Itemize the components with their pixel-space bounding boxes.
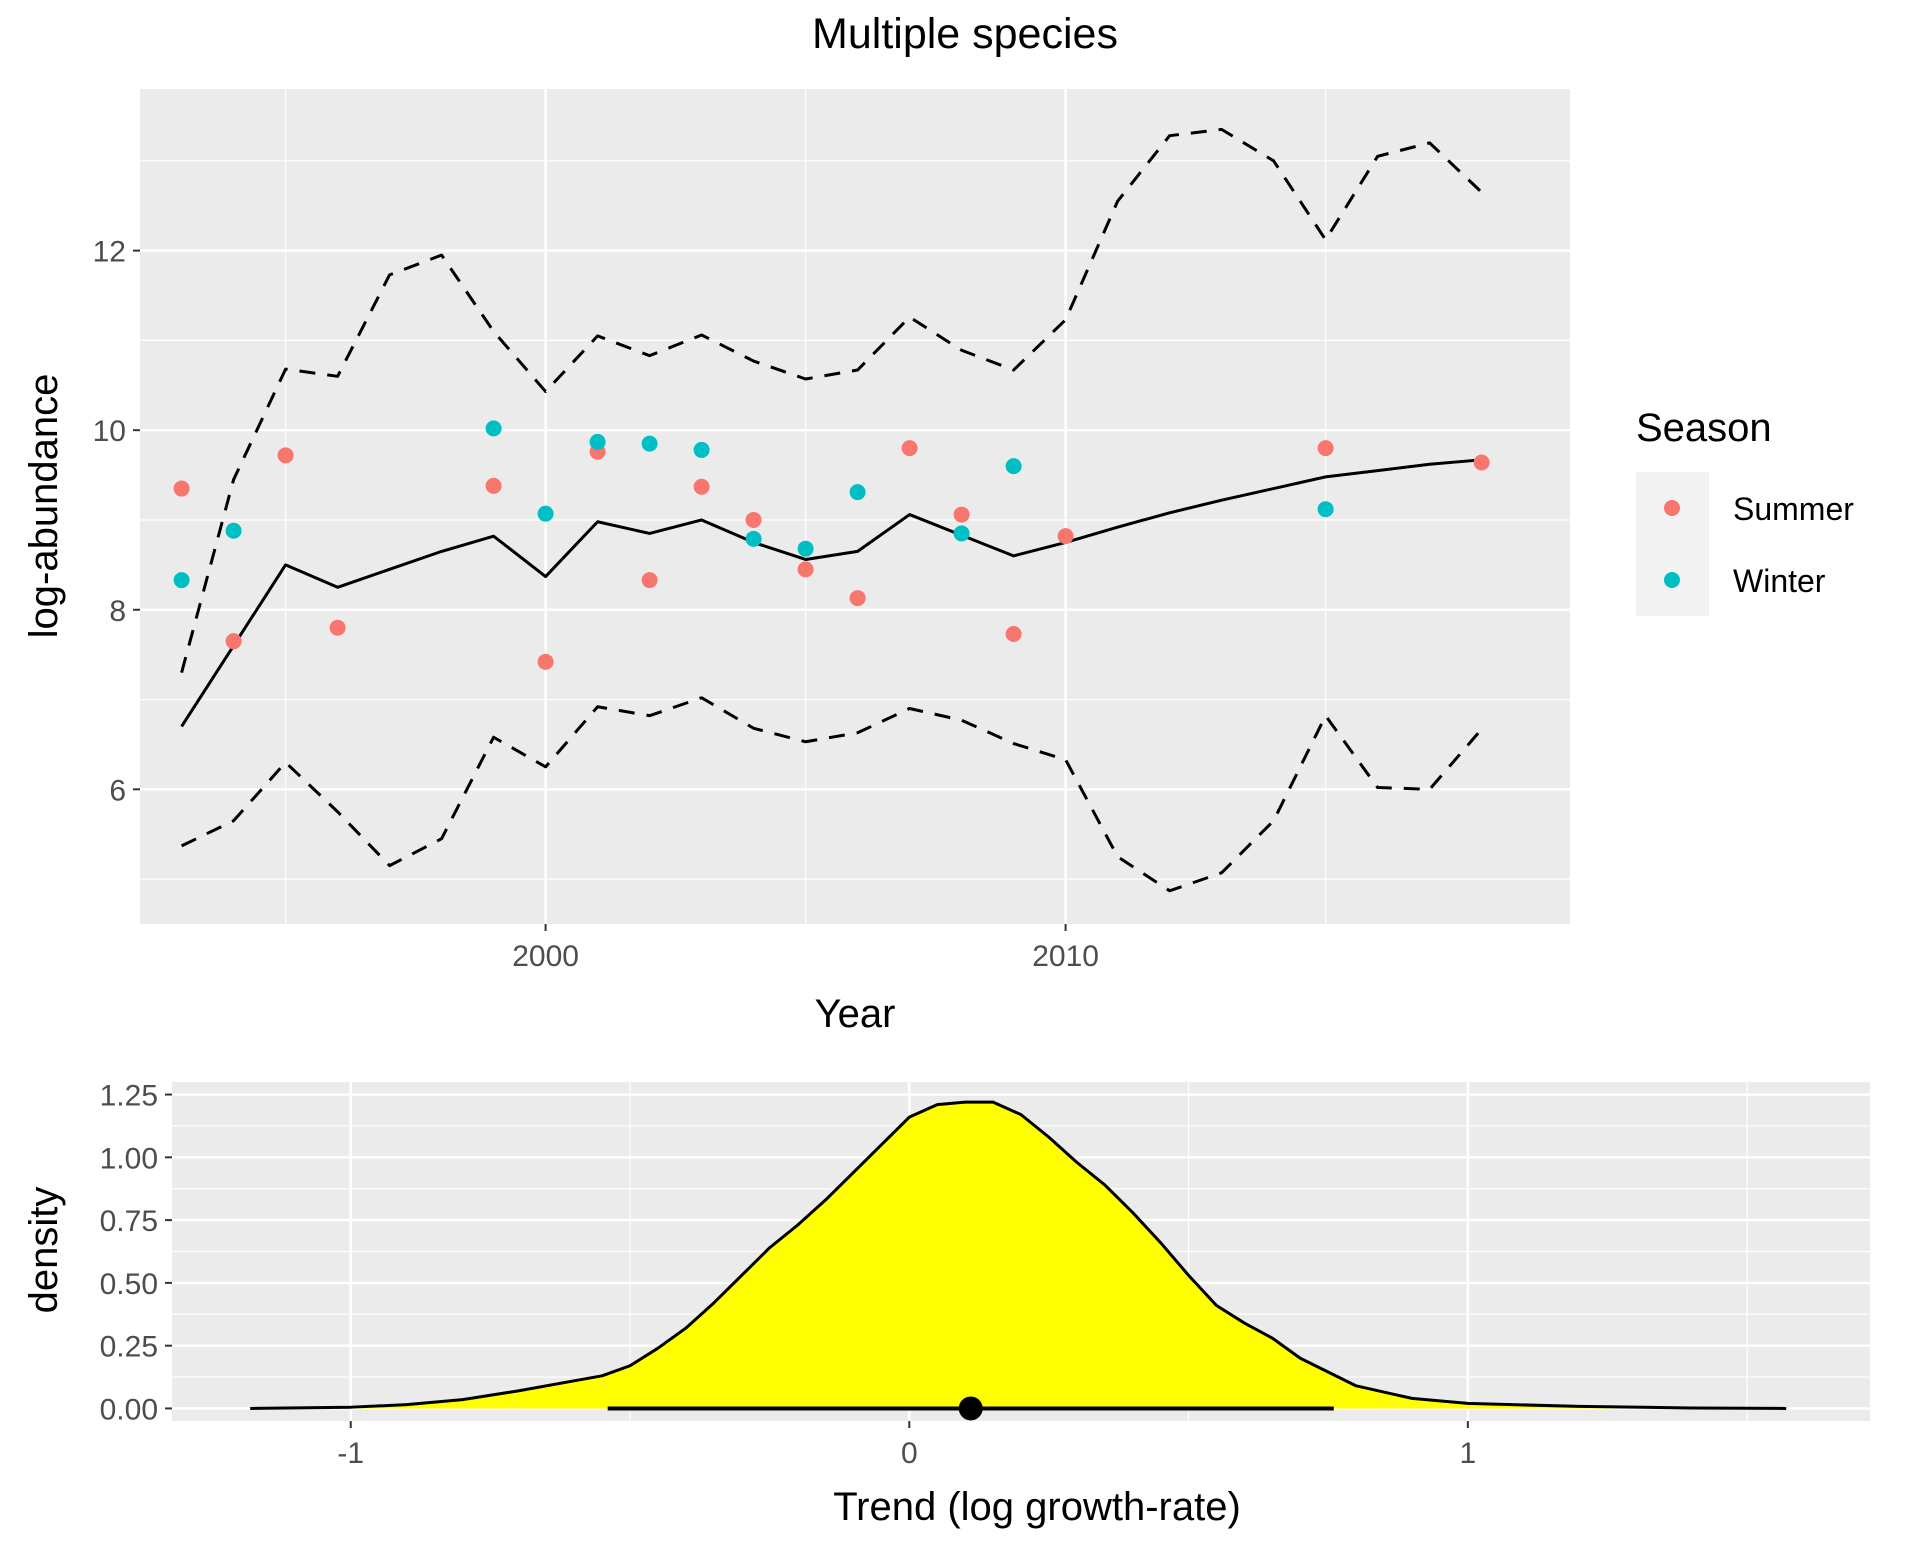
point-summer [173, 480, 190, 497]
point-winter [745, 530, 762, 547]
point-summer [277, 447, 294, 464]
point-winter [537, 505, 554, 522]
point-winter [173, 572, 190, 589]
point-summer [329, 619, 346, 636]
x-tick-label: 0 [901, 1437, 918, 1470]
y-axis-title: log-abundance [22, 374, 66, 639]
point-summer [745, 511, 762, 528]
density-y-axis-title: density [22, 1187, 66, 1314]
point-summer [1057, 528, 1074, 545]
y-tick-label: 0.25 [100, 1331, 158, 1364]
y-tick-label: 0.00 [100, 1393, 158, 1426]
trend-line [180, 458, 1482, 728]
point-winter [953, 525, 970, 542]
point-winter [797, 540, 814, 557]
point-estimate [958, 1396, 983, 1421]
point-summer [485, 477, 502, 494]
point-summer [1005, 625, 1022, 642]
interval-line [180, 127, 1483, 673]
density-fill [250, 1102, 1787, 1409]
point-summer [1317, 440, 1334, 457]
y-tick-label: 10 [93, 415, 126, 448]
y-tick-label: 6 [109, 774, 126, 807]
abundance-y-axis: 6 8 10 12 [93, 236, 140, 807]
legend-marker-winter [1664, 572, 1680, 588]
point-winter [589, 433, 606, 450]
density-area [250, 1100, 1787, 1421]
legend-label-winter: Winter [1733, 563, 1826, 599]
abundance-gridlines [140, 89, 1570, 924]
abundance-x-axis: 2000 2010 [512, 924, 1099, 973]
legend-label-summer: Summer [1733, 491, 1854, 527]
point-summer [1473, 454, 1490, 471]
chart-title: Multiple species [812, 10, 1118, 58]
legend-title: Season [1636, 406, 1772, 450]
x-tick-label: 2000 [512, 940, 579, 973]
y-tick-label: 0.75 [100, 1205, 158, 1238]
point-winter [225, 522, 242, 539]
legend-marker-summer [1664, 500, 1680, 516]
point-summer [641, 572, 658, 589]
legend: Season Summer Winter [1636, 406, 1854, 616]
point-winter [1005, 458, 1022, 475]
point-summer [537, 653, 554, 670]
point-summer [225, 633, 242, 650]
point-winter [641, 435, 658, 452]
density-x-axis: -1 0 1 [337, 1421, 1476, 1470]
y-tick-label: 1.25 [100, 1080, 158, 1113]
point-summer [797, 561, 814, 578]
y-tick-label: 8 [109, 595, 126, 628]
y-tick-label: 12 [93, 236, 126, 269]
abundance-lines [180, 127, 1483, 893]
x-axis-title: Year [815, 992, 896, 1036]
point-summer [901, 440, 918, 457]
point-winter [693, 441, 710, 458]
point-winter [1317, 501, 1334, 518]
point-summer [849, 590, 866, 607]
x-tick-label: 1 [1459, 1437, 1476, 1470]
abundance-points [173, 420, 1490, 670]
abundance-panel [140, 89, 1570, 924]
density-outline [250, 1100, 1787, 1410]
x-tick-label: -1 [337, 1437, 364, 1470]
interval-line [180, 696, 1483, 893]
y-tick-label: 1.00 [100, 1142, 158, 1175]
point-summer [693, 478, 710, 495]
density-y-axis: 0.00 0.25 0.50 0.75 1.00 1.25 [100, 1080, 172, 1426]
y-tick-label: 0.50 [100, 1268, 158, 1301]
point-winter [849, 484, 866, 501]
density-x-axis-title: Trend (log growth-rate) [833, 1485, 1241, 1529]
x-tick-label: 2010 [1032, 940, 1099, 973]
point-winter [485, 420, 502, 437]
point-summer [953, 506, 970, 523]
